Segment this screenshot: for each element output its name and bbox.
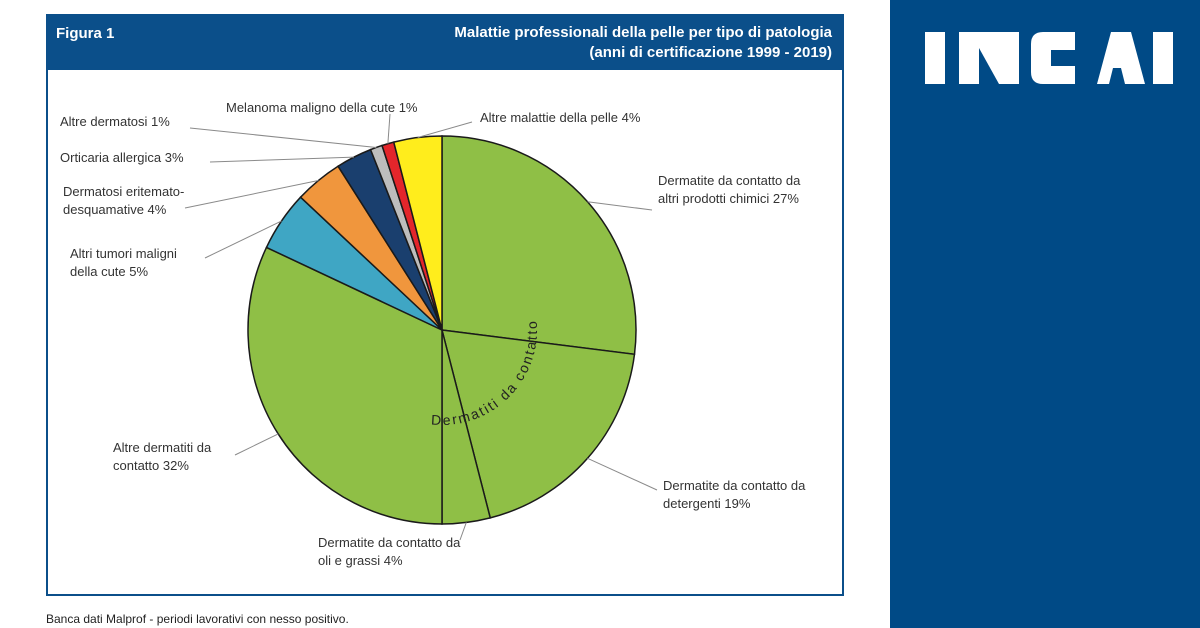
pie-slice [440,329,636,519]
pie-slice [247,246,443,525]
chart-subtitle: (anni di certificazione 1999 - 2019) [589,44,832,61]
brand-panel [890,0,1200,628]
slice-label: Altri tumori maligni della cute 5% [70,246,177,279]
leader-line [209,156,354,163]
slice-label: Dermatite da contatto da detergenti 19% [663,478,806,511]
slice-label: Altre dermatiti da contatto 32% [113,440,212,473]
leader-line [587,201,653,211]
pie-slice [392,135,443,331]
slice-label-line: Melanoma maligno della cute 1% [226,100,418,115]
leader-line [234,433,279,456]
slice-label-line: Altre malattie della pelle 4% [480,110,641,125]
footnote: Banca dati Malprof - periodi lavorativi … [46,612,349,626]
slice-label-line: desquamative 4% [63,202,167,217]
slice-label-line: Altri tumori maligni [70,246,177,261]
leader-line [387,113,391,144]
slice-label: Altre dermatosi 1% [60,114,170,129]
leader-line [417,121,473,139]
slice-label-line: Dermatosi eritemato- [63,184,184,199]
leader-lines [184,113,658,541]
slice-label-line: Altre dermatiti da [113,440,212,455]
slice-label-line: oli e grassi 4% [318,553,403,568]
slice-label-line: Dermatite da contatto da [663,478,806,493]
leader-line [189,127,377,148]
slice-label-line: Dermatite da contatto da [318,535,461,550]
inail-logo [925,32,1173,84]
slice-label-line: Dermatite da contatto da [658,173,801,188]
leader-line [184,180,319,209]
figure-label: Figura 1 [56,25,115,42]
slice-label-line: della cute 5% [70,264,148,279]
slice-label: Orticaria allergica 3% [60,150,184,165]
slice-label: Dermatosi eritemato-desquamative 4% [63,184,184,217]
figure-header: Figura 1 Malattie professionali della pe… [48,16,842,70]
pie-slice [441,135,637,356]
pie-chart: Dermatite da contatto da altri prodotti c… [60,100,806,568]
slice-label-line: detergenti 19% [663,496,751,511]
slice-label: Dermatite da contatto da oli e grassi 4% [318,535,461,568]
slice-labels: Dermatite da contatto da altri prodotti c… [60,100,806,568]
slice-label-line: Orticaria allergica 3% [60,150,184,165]
chart-title: Malattie professionali della pelle per t… [454,24,832,41]
leader-line [204,220,282,259]
slice-label: Melanoma maligno della cute 1% [226,100,418,115]
leader-line [459,522,467,541]
slice-label-line: altri prodotti chimici 27% [658,191,799,206]
slice-label: Dermatite da contatto da altri prodotti c… [658,173,801,206]
slice-label: Altre malattie della pelle 4% [480,110,641,125]
leader-line [587,457,658,491]
slice-label-line: contatto 32% [113,458,189,473]
pie-slices [247,135,637,525]
slice-label-line: Altre dermatosi 1% [60,114,170,129]
